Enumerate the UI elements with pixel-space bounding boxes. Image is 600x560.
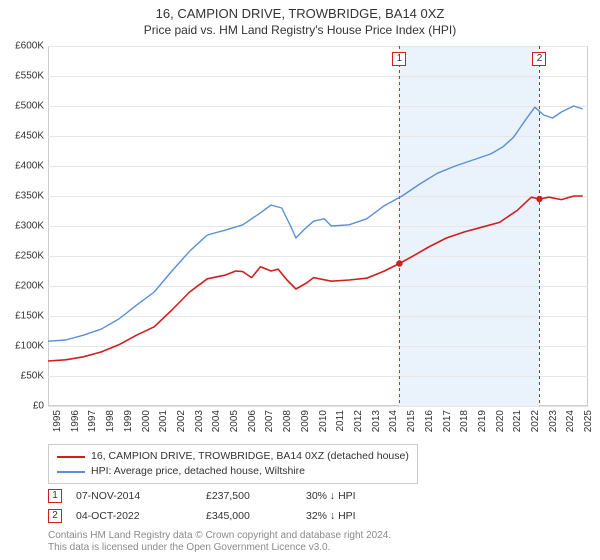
legend-label: 16, CAMPION DRIVE, TROWBRIDGE, BA14 0XZ … [91, 449, 409, 464]
event-delta: 32% ↓ HPI [306, 510, 356, 522]
x-tick-label: 2016 [424, 410, 435, 432]
event-price: £345,000 [206, 510, 306, 522]
series-dot [536, 196, 542, 202]
y-tick-label: £50K [21, 371, 44, 382]
event-price: £237,500 [206, 490, 306, 502]
x-tick-label: 2014 [388, 410, 399, 432]
x-tick-label: 2024 [565, 410, 576, 432]
event-marker: 2 [48, 509, 62, 523]
x-tick-label: 2009 [300, 410, 311, 432]
y-tick-label: £300K [15, 221, 44, 232]
x-tick-label: 2007 [264, 410, 275, 432]
y-tick-label: £100K [15, 341, 44, 352]
y-tick-label: £450K [15, 131, 44, 142]
x-tick-label: 1995 [52, 410, 63, 432]
y-tick-label: £150K [15, 311, 44, 322]
x-tick-label: 2018 [459, 410, 470, 432]
event-marker: 1 [48, 489, 62, 503]
x-tick-label: 2017 [442, 410, 453, 432]
x-tick-label: 2022 [530, 410, 541, 432]
series-line-hpi [48, 106, 583, 341]
x-tick-label: 2020 [495, 410, 506, 432]
legend-item: 16, CAMPION DRIVE, TROWBRIDGE, BA14 0XZ … [57, 449, 409, 464]
x-tick-label: 2011 [335, 410, 346, 432]
event-marker-box: 1 [392, 52, 406, 66]
y-tick-label: £600K [15, 41, 44, 52]
x-tick-label: 2021 [512, 410, 523, 432]
footer-line-2: This data is licensed under the Open Gov… [48, 542, 391, 554]
x-tick-label: 2000 [141, 410, 152, 432]
legend-item: HPI: Average price, detached house, Wilt… [57, 464, 409, 479]
x-tick-label: 2012 [353, 410, 364, 432]
y-tick-label: £250K [15, 251, 44, 262]
y-tick-label: £0 [33, 401, 44, 412]
x-tick-label: 1999 [123, 410, 134, 432]
event-date: 04-OCT-2022 [76, 510, 206, 522]
y-tick-label: £350K [15, 191, 44, 202]
legend: 16, CAMPION DRIVE, TROWBRIDGE, BA14 0XZ … [48, 444, 418, 484]
x-tick-label: 2025 [583, 410, 594, 432]
y-tick-label: £400K [15, 161, 44, 172]
x-tick-label: 2003 [194, 410, 205, 432]
event-date: 07-NOV-2014 [76, 490, 206, 502]
x-tick-label: 1998 [105, 410, 116, 432]
x-tick-label: 1997 [87, 410, 98, 432]
x-tick-label: 2019 [477, 410, 488, 432]
x-tick-label: 1996 [70, 410, 81, 432]
event-row: 2 04-OCT-2022£345,00032% ↓ HPI [48, 506, 356, 526]
y-tick-label: £500K [15, 101, 44, 112]
x-tick-label: 2010 [318, 410, 329, 432]
x-tick-label: 2004 [211, 410, 222, 432]
events-table: 1 07-NOV-2014£237,50030% ↓ HPI 2 04-OCT-202… [48, 486, 356, 526]
event-row: 1 07-NOV-2014£237,50030% ↓ HPI [48, 486, 356, 506]
series-svg [48, 46, 588, 406]
footer: Contains HM Land Registry data © Crown c… [48, 530, 391, 554]
x-tick-label: 2006 [247, 410, 258, 432]
x-tick-label: 2001 [158, 410, 169, 432]
x-tick-label: 2013 [371, 410, 382, 432]
legend-label: HPI: Average price, detached house, Wilt… [91, 464, 305, 479]
event-marker-box: 2 [532, 52, 546, 66]
chart: £0£50K£100K£150K£200K£250K£300K£350K£400… [48, 46, 588, 406]
gridline [48, 406, 588, 407]
footer-line-1: Contains HM Land Registry data © Crown c… [48, 530, 391, 542]
y-tick-label: £200K [15, 281, 44, 292]
x-tick-label: 2005 [229, 410, 240, 432]
y-tick-label: £550K [15, 71, 44, 82]
legend-swatch [57, 456, 85, 458]
x-tick-label: 2008 [282, 410, 293, 432]
subtitle: Price paid vs. HM Land Registry's House … [0, 21, 600, 37]
x-tick-label: 2023 [548, 410, 559, 432]
x-tick-label: 2002 [176, 410, 187, 432]
legend-swatch [57, 471, 85, 473]
series-dot [396, 260, 402, 266]
event-delta: 30% ↓ HPI [306, 490, 356, 502]
x-tick-label: 2015 [406, 410, 417, 432]
page-title: 16, CAMPION DRIVE, TROWBRIDGE, BA14 0XZ [0, 0, 600, 21]
